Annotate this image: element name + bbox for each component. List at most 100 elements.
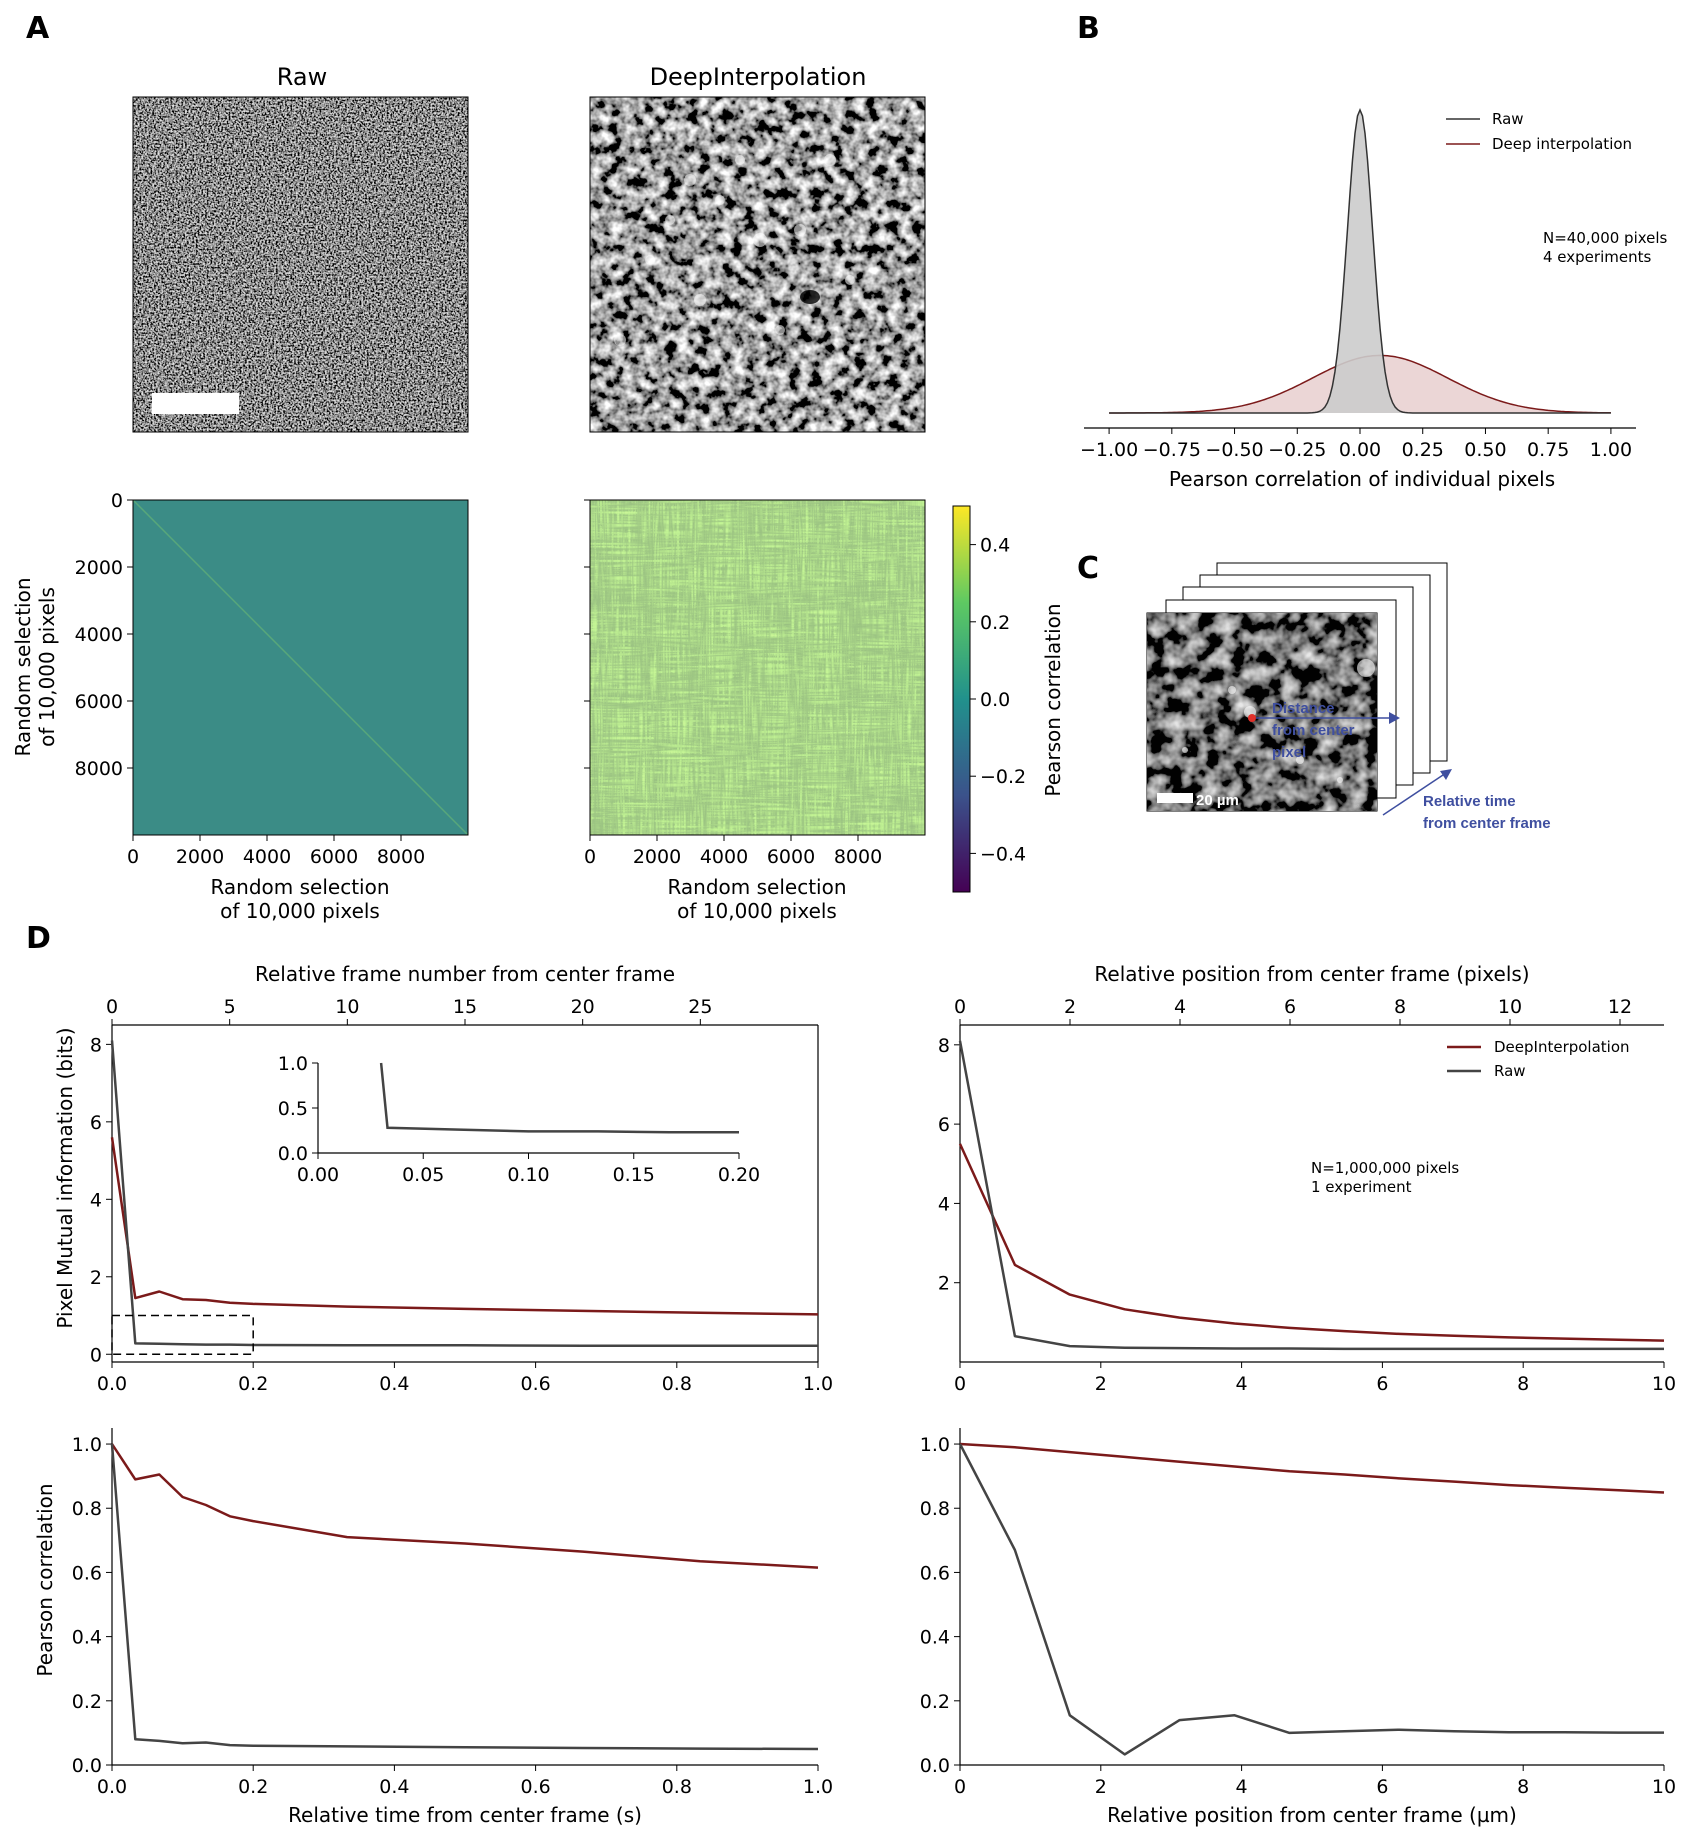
colorbar-ticks: 0.4 0.2 0.0 −0.2 −0.4 [970,535,1026,865]
top-tick-label: 0 [954,996,966,1018]
legend-label-deep: Deep interpolation [1492,135,1632,153]
y-tick-label: 6 [938,1114,950,1136]
d-bottom-left-ylabel: Pearson correlation [33,1483,57,1676]
x-tick-label: 1.0 [803,1373,833,1395]
panel-b-x-tick-label: −1.00 [1080,439,1138,461]
panel-b-x-tick-label: 1.00 [1590,439,1632,461]
y-tick-label: 4 [90,1189,102,1211]
deep-image-title: DeepInterpolation [650,63,867,91]
panel-letter-b: B [1077,11,1100,46]
top-tick-label: 2 [1064,996,1076,1018]
x-tick-label: 0.2 [238,1776,268,1798]
x-tick-label: 8 [1517,1373,1529,1395]
raw-matrix-xlabel-line2: of 10,000 pixels [220,899,380,923]
inset-y-tick-label: 0.5 [278,1098,308,1120]
panel-b-legend: Raw Deep interpolation [1446,110,1632,153]
top-tick-label: 4 [1174,996,1186,1018]
deep-correlation-matrix [589,499,926,836]
inset-x-tick-label: 0.20 [718,1164,760,1186]
y-tick-label: 0.2 [72,1691,102,1713]
d-bottom-right-xlabel: Relative position from center frame (µm) [1107,1803,1517,1827]
inset-y-tick-label: 1.0 [278,1053,308,1075]
colorbar-tick-label: 0.4 [980,535,1010,557]
annotation-distance-line1: Distance [1272,700,1335,717]
d-top-left-top-axis-label: Relative frame number from center frame [255,962,675,986]
x-tick-label: 8 [1517,1776,1529,1798]
matrix-x-tick-label: 8000 [377,846,425,868]
top-tick-label: 12 [1608,996,1632,1018]
raw-matrix-xlabel-line1: Random selection [210,875,389,899]
x-tick-label: 0.4 [379,1776,409,1798]
matrix-x-tick-label: 0 [127,846,139,868]
annotation-time-line1: Relative time [1423,793,1516,810]
raw-image [132,96,469,433]
raw-image-scale-bar [152,393,239,414]
matrix-ylabel-line1: Random selection [11,577,35,756]
colorbar-tick-label: −0.2 [980,766,1026,788]
matrix-axes: 0 2000 4000 6000 8000 0 2000 4000 6000 8000 0 2000 4… [75,490,883,868]
panel-b-x-tick-label: −0.50 [1205,439,1263,461]
x-tick-label: 4 [1236,1373,1248,1395]
x-tick-label: 0.8 [662,1776,692,1798]
matrix-y-tick-label: 8000 [75,758,123,780]
annotation-time-line2: from center frame [1423,815,1551,832]
x-tick-label: 6 [1376,1373,1388,1395]
matrix-y-tick-label: 0 [111,490,123,512]
inset-series-line-raw [379,1062,739,1134]
y-tick-label: 4 [938,1193,950,1215]
matrix-x-tick-label: 6000 [767,846,815,868]
inset-x-tick-label: 0.10 [507,1164,549,1186]
colorbar-tick-label: −0.4 [980,843,1026,865]
top-tick-label: 15 [453,996,477,1018]
x-tick-label: 0 [954,1776,966,1798]
y-tick-label: 2 [938,1273,950,1295]
panel-b-xlabel: Pearson correlation of individual pixels [1169,467,1555,491]
correlation-vs-position-plot: 0 2 4 6 8 10 0.0 0.2 0.4 0.6 0.8 1.0 [920,1428,1676,1798]
inset-y-tick-label: 0.0 [278,1143,308,1165]
raw-image-title: Raw [277,63,327,91]
y-tick-label: 8 [90,1034,102,1056]
y-tick-label: 0.6 [72,1562,102,1584]
density-line-raw [1109,108,1611,414]
matrix-x-tick-label: 8000 [834,846,882,868]
top-tick-label: 8 [1394,996,1406,1018]
top-tick-label: 20 [571,996,595,1018]
panel-letter-c: C [1077,551,1099,586]
y-tick-label: 0.4 [72,1627,102,1649]
raw-correlation-matrix [132,499,469,836]
x-tick-label: 0.2 [238,1373,268,1395]
inset-x-tick-label: 0.05 [402,1164,444,1186]
zoom-region-box [111,1314,254,1356]
y-tick-label: 1.0 [72,1434,102,1456]
top-tick-label: 10 [1498,996,1522,1018]
y-tick-label: 0.8 [920,1498,950,1520]
panel-b-x-tick-label: −0.75 [1143,439,1201,461]
matrix-y-tick-label: 4000 [75,624,123,646]
panel-b-note-experiments: 4 experiments [1543,248,1651,266]
x-tick-label: 4 [1236,1776,1248,1798]
correlation-vs-time-plot: 0.0 0.2 0.4 0.6 0.8 1.0 0.0 0.2 0.4 0.6 0.8 1.0 [72,1428,833,1798]
d-top-right-legend: DeepInterpolation Raw [1447,1038,1630,1080]
inset-x-tick-label: 0.15 [613,1164,655,1186]
inset-x-tick-label: 0.00 [297,1164,339,1186]
y-tick-label: 0.6 [920,1562,950,1584]
annotation-distance-line2: from center [1272,722,1355,739]
y-tick-label: 0.8 [72,1498,102,1520]
panel-b-density-plot: −1.00 −0.75 −0.50 −0.25 0.00 0.25 0.50 0.75 1.00 [1080,108,1636,461]
top-tick-label: 10 [335,996,359,1018]
series-line-raw [958,1040,1664,1351]
series-line-raw [110,1040,818,1347]
y-tick-label: 6 [90,1112,102,1134]
matrix-x-tick-label: 0 [584,846,596,868]
panel-b-note-n: N=40,000 pixels [1543,229,1668,247]
y-tick-label: 0 [90,1344,102,1366]
panel-letter-a: A [26,11,50,46]
legend-label-raw: Raw [1492,110,1524,128]
colorbar-tick-label: 0.2 [980,612,1010,634]
matrix-y-tick-label: 2000 [75,557,123,579]
y-tick-label: 0.0 [72,1755,102,1777]
panel-b-x-tick-label: 0.50 [1464,439,1506,461]
